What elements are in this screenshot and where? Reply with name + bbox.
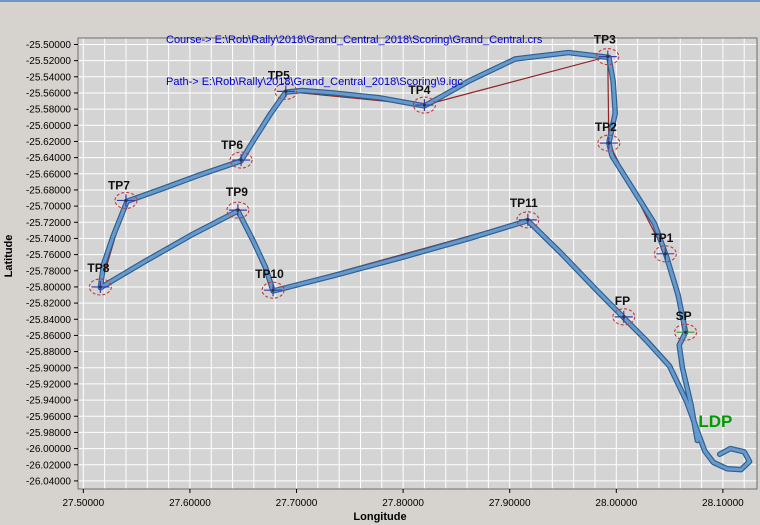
y-tick-label: -25.84000 (26, 315, 71, 326)
waypoint-marker-tp9 (226, 201, 250, 219)
y-tick-label: -25.70000 (26, 202, 71, 213)
y-tick-label: -25.76000 (26, 250, 71, 261)
waypoint-label-tp2: TP2 (595, 120, 617, 134)
y-tick-label: -25.92000 (26, 379, 71, 390)
waypoint-label-tp3: TP3 (594, 33, 616, 47)
waypoint-marker-tp7 (114, 191, 138, 210)
y-tick-label: -25.58000 (26, 105, 71, 116)
waypoint-label-fp: FP (615, 294, 630, 308)
y-tick-label: -25.82000 (26, 299, 71, 310)
x-axis-title: Longitude (353, 511, 407, 523)
waypoint-center-dot (526, 218, 530, 222)
waypoint-label-tp6: TP6 (221, 138, 243, 152)
y-tick-label: -26.04000 (26, 476, 71, 487)
x-tick-label: 27.80000 (382, 498, 424, 509)
waypoint-center-dot (663, 252, 667, 256)
y-axis-title: Latitude (3, 234, 15, 278)
waypoint-marker-tp3 (596, 48, 620, 66)
y-tick-label: -25.78000 (26, 266, 71, 277)
x-tick-label: 27.70000 (276, 498, 318, 509)
waypoint-label-tp9: TP9 (226, 185, 248, 199)
y-tick-label: -25.62000 (26, 137, 71, 148)
waypoint-center-dot (622, 315, 626, 319)
waypoint-label-sp: SP (676, 309, 692, 323)
y-tick-label: -25.88000 (26, 347, 71, 358)
waypoint-center-dot (422, 103, 427, 107)
waypoint-center-dot (98, 285, 102, 289)
y-tick-label: -25.60000 (26, 121, 71, 132)
path-file-line: Path-> E:\Rob\Rally\2018\Grand_Central_2… (166, 76, 463, 88)
y-tick-label: -25.90000 (26, 363, 71, 374)
file-info-header: Course-> E:\Rob\Rally\2018\Grand_Central… (166, 5, 542, 117)
plot-background (78, 38, 757, 489)
waypoint-center-dot (271, 288, 275, 292)
y-tick-label: -26.02000 (26, 460, 71, 471)
y-tick-label: -25.96000 (26, 412, 71, 423)
course-file-line: Course-> E:\Rob\Rally\2018\Grand_Central… (166, 34, 543, 46)
y-tick-label: -25.68000 (26, 185, 71, 196)
y-tick-label: -25.54000 (26, 72, 71, 83)
waypoint-marker-tp10 (261, 281, 285, 299)
waypoint-label-tp8: TP8 (87, 261, 109, 275)
waypoint-marker-fp (612, 308, 636, 326)
waypoint-marker-tp11 (516, 211, 540, 229)
y-tick-label: -25.52000 (26, 56, 71, 67)
waypoint-label-tp10: TP10 (255, 267, 284, 281)
waypoint-center-dot (683, 330, 688, 334)
y-tick-label: -25.94000 (26, 396, 71, 407)
waypoint-label-tp7: TP7 (108, 178, 130, 192)
y-tick-label: -25.74000 (26, 234, 71, 245)
y-tick-label: -25.56000 (26, 88, 71, 99)
waypoint-center-dot (284, 89, 288, 93)
annotation-ldp: LDP (698, 412, 732, 431)
x-tick-label: 27.60000 (169, 498, 211, 509)
waypoint-marker-tp8 (88, 278, 112, 296)
y-tick-label: -25.50000 (26, 40, 71, 51)
waypoint-marker-sp (674, 323, 698, 341)
waypoint-center-dot (236, 208, 240, 212)
y-tick-label: -25.80000 (26, 282, 71, 293)
waypoint-center-dot (607, 141, 611, 145)
y-tick-label: -25.86000 (26, 331, 71, 342)
y-tick-label: -25.72000 (26, 218, 71, 229)
waypoint-marker-tp2 (597, 134, 621, 152)
waypoint-marker-tp5 (274, 82, 298, 100)
waypoint-marker-tp4 (412, 96, 436, 114)
waypoint-center-dot (606, 54, 610, 59)
waypoint-label-tp1: TP1 (651, 231, 673, 245)
waypoint-label-tp11: TP11 (510, 196, 538, 210)
waypoint-label-tp4: TP4 (408, 83, 430, 97)
x-tick-label: 28.00000 (595, 498, 637, 509)
y-tick-label: -26.00000 (26, 444, 71, 455)
x-tick-label: 27.50000 (62, 498, 104, 509)
x-tick-label: 27.90000 (489, 498, 531, 509)
x-tick-label: 28.10000 (702, 498, 744, 509)
y-tick-label: -25.98000 (26, 428, 71, 439)
waypoint-center-dot (124, 198, 128, 203)
y-tick-label: -25.66000 (26, 169, 71, 180)
y-tick-label: -25.64000 (26, 153, 71, 164)
plot-border (77, 37, 758, 490)
waypoint-marker-tp6 (229, 151, 253, 169)
waypoint-label-tp5: TP5 (268, 68, 290, 82)
waypoint-center-dot (239, 158, 243, 162)
